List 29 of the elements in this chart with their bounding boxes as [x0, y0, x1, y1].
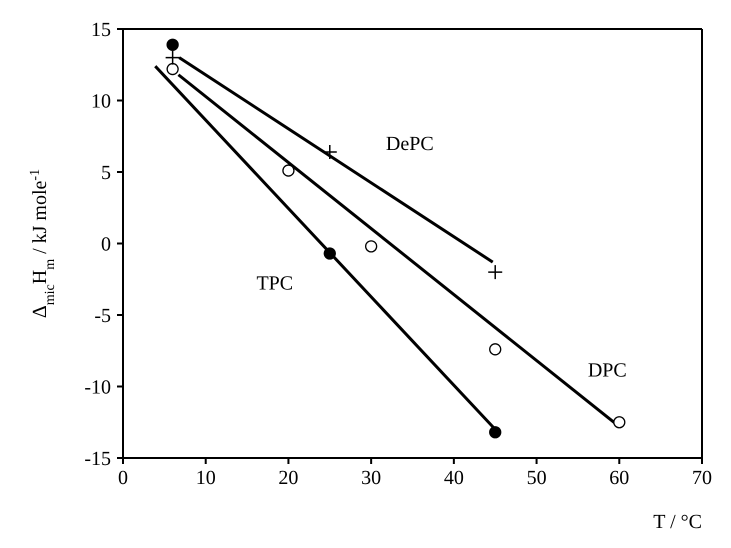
point	[489, 426, 502, 438]
y-tick-label: -15	[84, 448, 111, 470]
text: DePC	[386, 132, 434, 155]
point	[364, 240, 378, 253]
x-tick-label: 70	[692, 467, 712, 490]
series-label: TPC	[256, 272, 294, 295]
y-tick-label: -5	[94, 305, 111, 328]
x-tick-label: 0	[118, 467, 128, 490]
y-tick-label: 0	[101, 234, 111, 256]
x-tick-label: 50	[526, 467, 547, 490]
series-label: DPC	[588, 359, 627, 382]
x-tick-label: 60	[609, 467, 630, 490]
point	[166, 38, 179, 51]
x-tick-label: 30	[361, 467, 382, 490]
y-tick-label: 15	[91, 19, 111, 42]
point	[613, 416, 626, 428]
point	[487, 264, 503, 280]
y-tick-label: 10	[91, 90, 111, 113]
point	[164, 50, 180, 66]
y-tick-label: 5	[101, 162, 111, 184]
x-tick-label: 20	[278, 467, 298, 490]
y-tick-label: -10	[84, 376, 111, 399]
x-axis-title: T / °C	[653, 511, 702, 533]
x-tick-label: 10	[196, 467, 216, 490]
x-tick-label: 40	[444, 467, 464, 490]
point	[324, 247, 336, 260]
point	[166, 62, 179, 76]
point	[489, 343, 502, 356]
point	[282, 164, 295, 177]
